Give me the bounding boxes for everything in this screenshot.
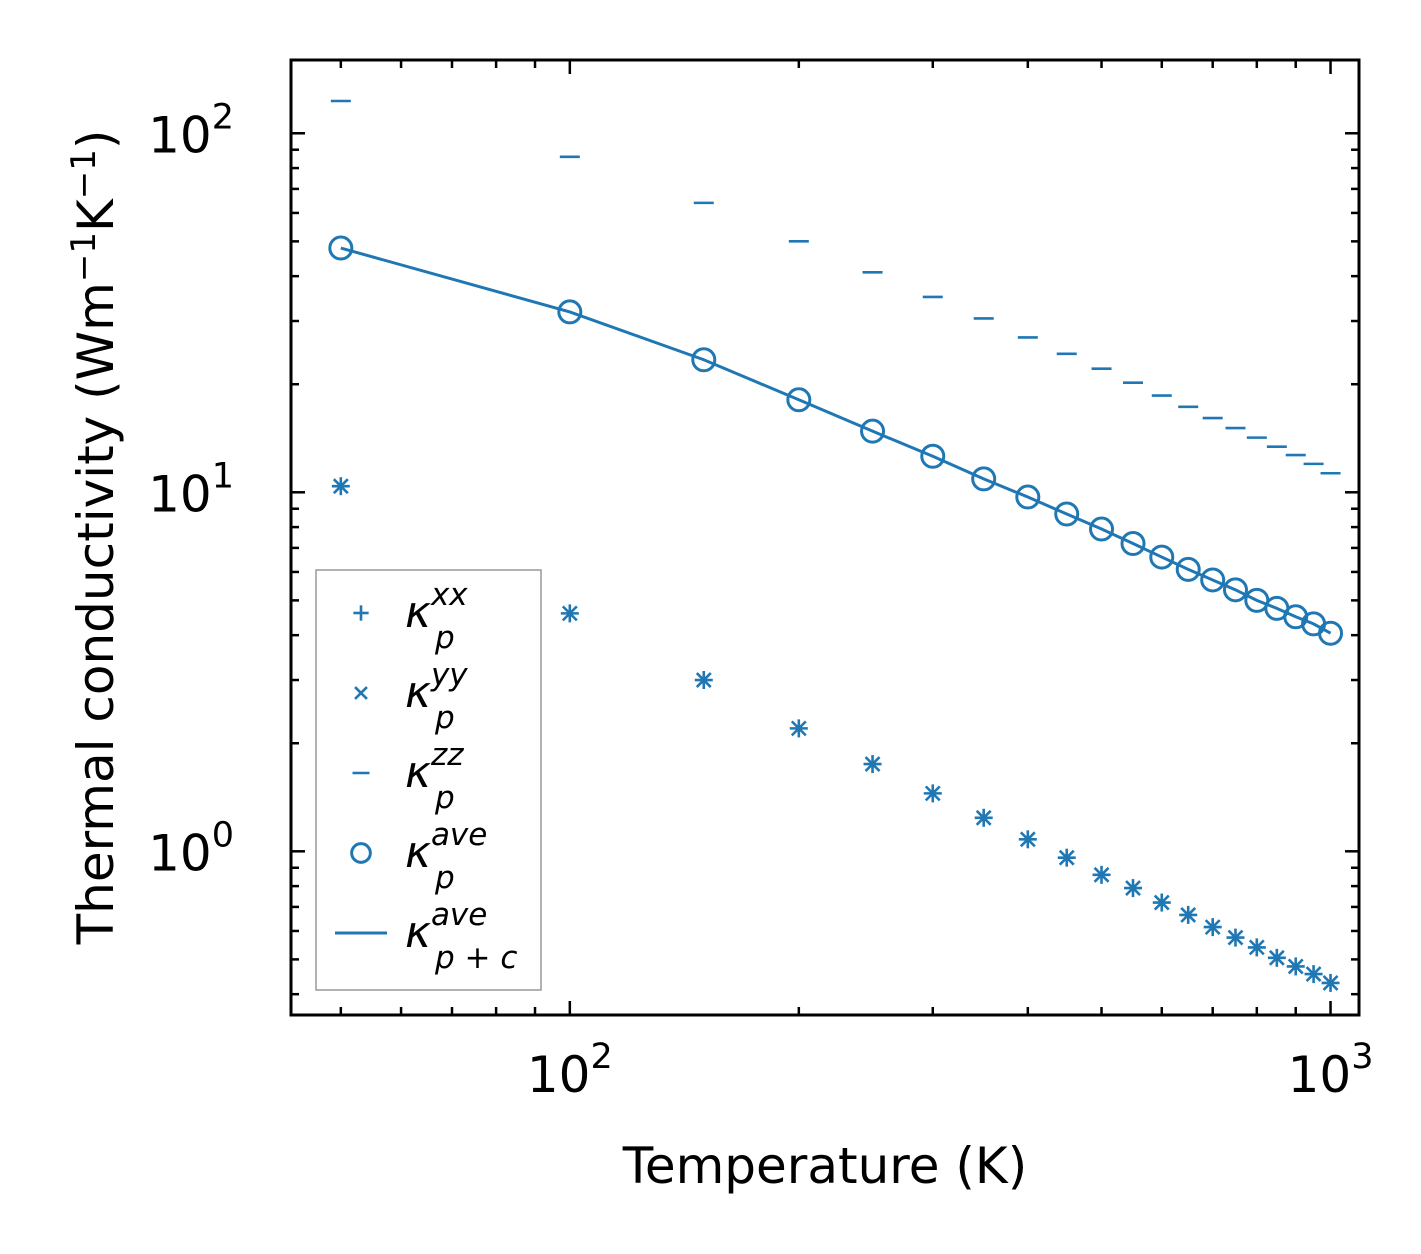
data-point-x	[332, 478, 349, 495]
data-point-circle	[691, 347, 717, 373]
data-point-circle	[1120, 531, 1146, 557]
data-point-circle	[971, 466, 997, 492]
data-point-circle	[1149, 544, 1175, 570]
data-point-x	[695, 672, 712, 688]
data-point-x	[1305, 966, 1322, 983]
series-line	[340, 246, 1332, 635]
data-point-x	[1227, 929, 1244, 946]
data-point-circle	[920, 443, 946, 469]
data-point-circle	[1054, 501, 1080, 527]
series-circle	[328, 235, 1344, 646]
axis-tick-labels: 102 103 100 101 102	[148, 97, 1373, 1104]
series-hline	[330, 99, 1341, 475]
data-point-circle	[1222, 577, 1248, 603]
data-point-circle	[860, 418, 886, 444]
data-point-x	[1268, 949, 1285, 966]
data-point-circle	[328, 235, 354, 261]
legend-entry: κxx p	[353, 577, 468, 656]
data-point-x	[1153, 894, 1170, 911]
data-point-x	[1180, 907, 1197, 923]
plot-data	[328, 99, 1344, 992]
data-point-x	[1204, 919, 1221, 936]
y-tick-label: 100	[148, 815, 234, 882]
data-point-x	[561, 605, 578, 622]
data-point-x	[1019, 831, 1036, 848]
data-point-x	[1093, 866, 1110, 883]
data-point-x	[1248, 939, 1265, 956]
legend-marker-circle	[350, 842, 372, 864]
data-point-x	[975, 809, 992, 826]
data-point-circle	[1318, 620, 1344, 646]
x-axis-label: Temperature (K)	[622, 1137, 1027, 1195]
series-line	[340, 246, 1332, 635]
legend-label: κave p	[405, 817, 487, 896]
data-point-x	[864, 756, 881, 772]
data-point-x	[924, 785, 941, 802]
y-axis-label: Thermal conductivity (Wm−1K−1)	[64, 130, 125, 946]
legend-label: κyy p	[405, 657, 468, 736]
data-point-circle	[557, 299, 583, 325]
data-point-circle	[1089, 516, 1115, 542]
legend-label: κave p + c	[405, 897, 517, 976]
data-point-x	[1287, 958, 1304, 975]
series-x	[332, 478, 1339, 991]
legend-entry: κave p	[350, 817, 487, 896]
legend-marker-plus	[353, 605, 369, 621]
legend-entry: κyy p	[354, 657, 468, 736]
data-point-x	[1125, 880, 1141, 896]
data-point-circle	[1200, 567, 1226, 593]
legend-entry: κzz p	[352, 737, 464, 816]
y-tick-label: 101	[148, 456, 234, 523]
x-tick-label: 102	[527, 1037, 613, 1104]
data-point-circle	[1175, 556, 1201, 582]
legend-box	[315, 569, 542, 991]
y-tick-label: 102	[148, 97, 234, 164]
data-point-x	[1322, 974, 1339, 991]
legend-entry: κave p + c	[335, 897, 517, 976]
legend-label: κzz p	[405, 737, 464, 816]
data-point-x	[1058, 849, 1075, 866]
data-point-circle	[1015, 484, 1041, 510]
legend-label: κxx p	[405, 577, 468, 656]
plot-frame	[289, 58, 1361, 1017]
x-tick-label: 103	[1288, 1037, 1374, 1104]
data-point-x	[790, 720, 807, 737]
data-point-circle	[786, 387, 812, 413]
legend-marker-x	[354, 686, 368, 700]
